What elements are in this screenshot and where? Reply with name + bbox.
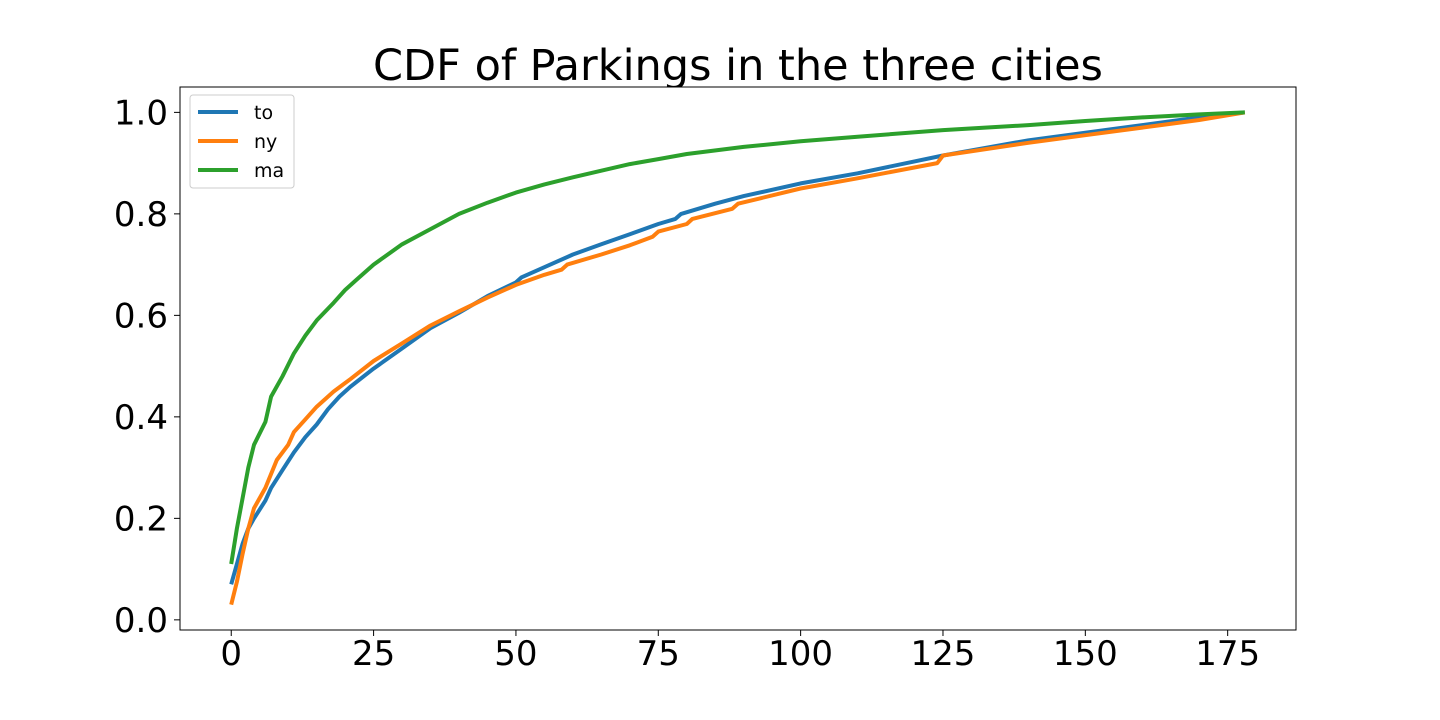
y-tick-label: 1.0: [114, 93, 168, 133]
plot-area: [179, 86, 1297, 631]
y-tick-label: 0.6: [114, 296, 168, 336]
legend-label-ma: ma: [254, 160, 284, 182]
x-tick-label: 25: [352, 634, 395, 674]
legend: to ny ma: [189, 94, 295, 189]
series-lines: [229, 110, 1246, 606]
legend-label-ny: ny: [254, 131, 277, 153]
x-tick-label: 150: [1053, 634, 1118, 674]
x-tick-label: 75: [637, 634, 680, 674]
series-line-ma: [229, 110, 1245, 565]
y-tick-label: 0.2: [114, 499, 168, 539]
series-line-ny: [229, 110, 1246, 606]
y-tick-label: 0.0: [114, 601, 168, 641]
x-tick-label: 175: [1195, 634, 1260, 674]
x-tick-label: 50: [494, 634, 537, 674]
x-tick-label: 100: [768, 634, 833, 674]
x-axis: 0 25 50 75 100 125 150 175: [220, 630, 1260, 674]
x-tick-label: 125: [911, 634, 976, 674]
y-axis: 0.0 0.2 0.4 0.6 0.8 1.0: [114, 93, 180, 641]
chart-title: CDF of Parkings in the three cities: [373, 41, 1103, 91]
y-tick-label: 0.4: [114, 398, 168, 438]
x-tick-label: 0: [220, 634, 242, 674]
legend-box: [189, 94, 295, 189]
y-tick-label: 0.8: [114, 195, 168, 235]
legend-label-to: to: [254, 102, 273, 124]
